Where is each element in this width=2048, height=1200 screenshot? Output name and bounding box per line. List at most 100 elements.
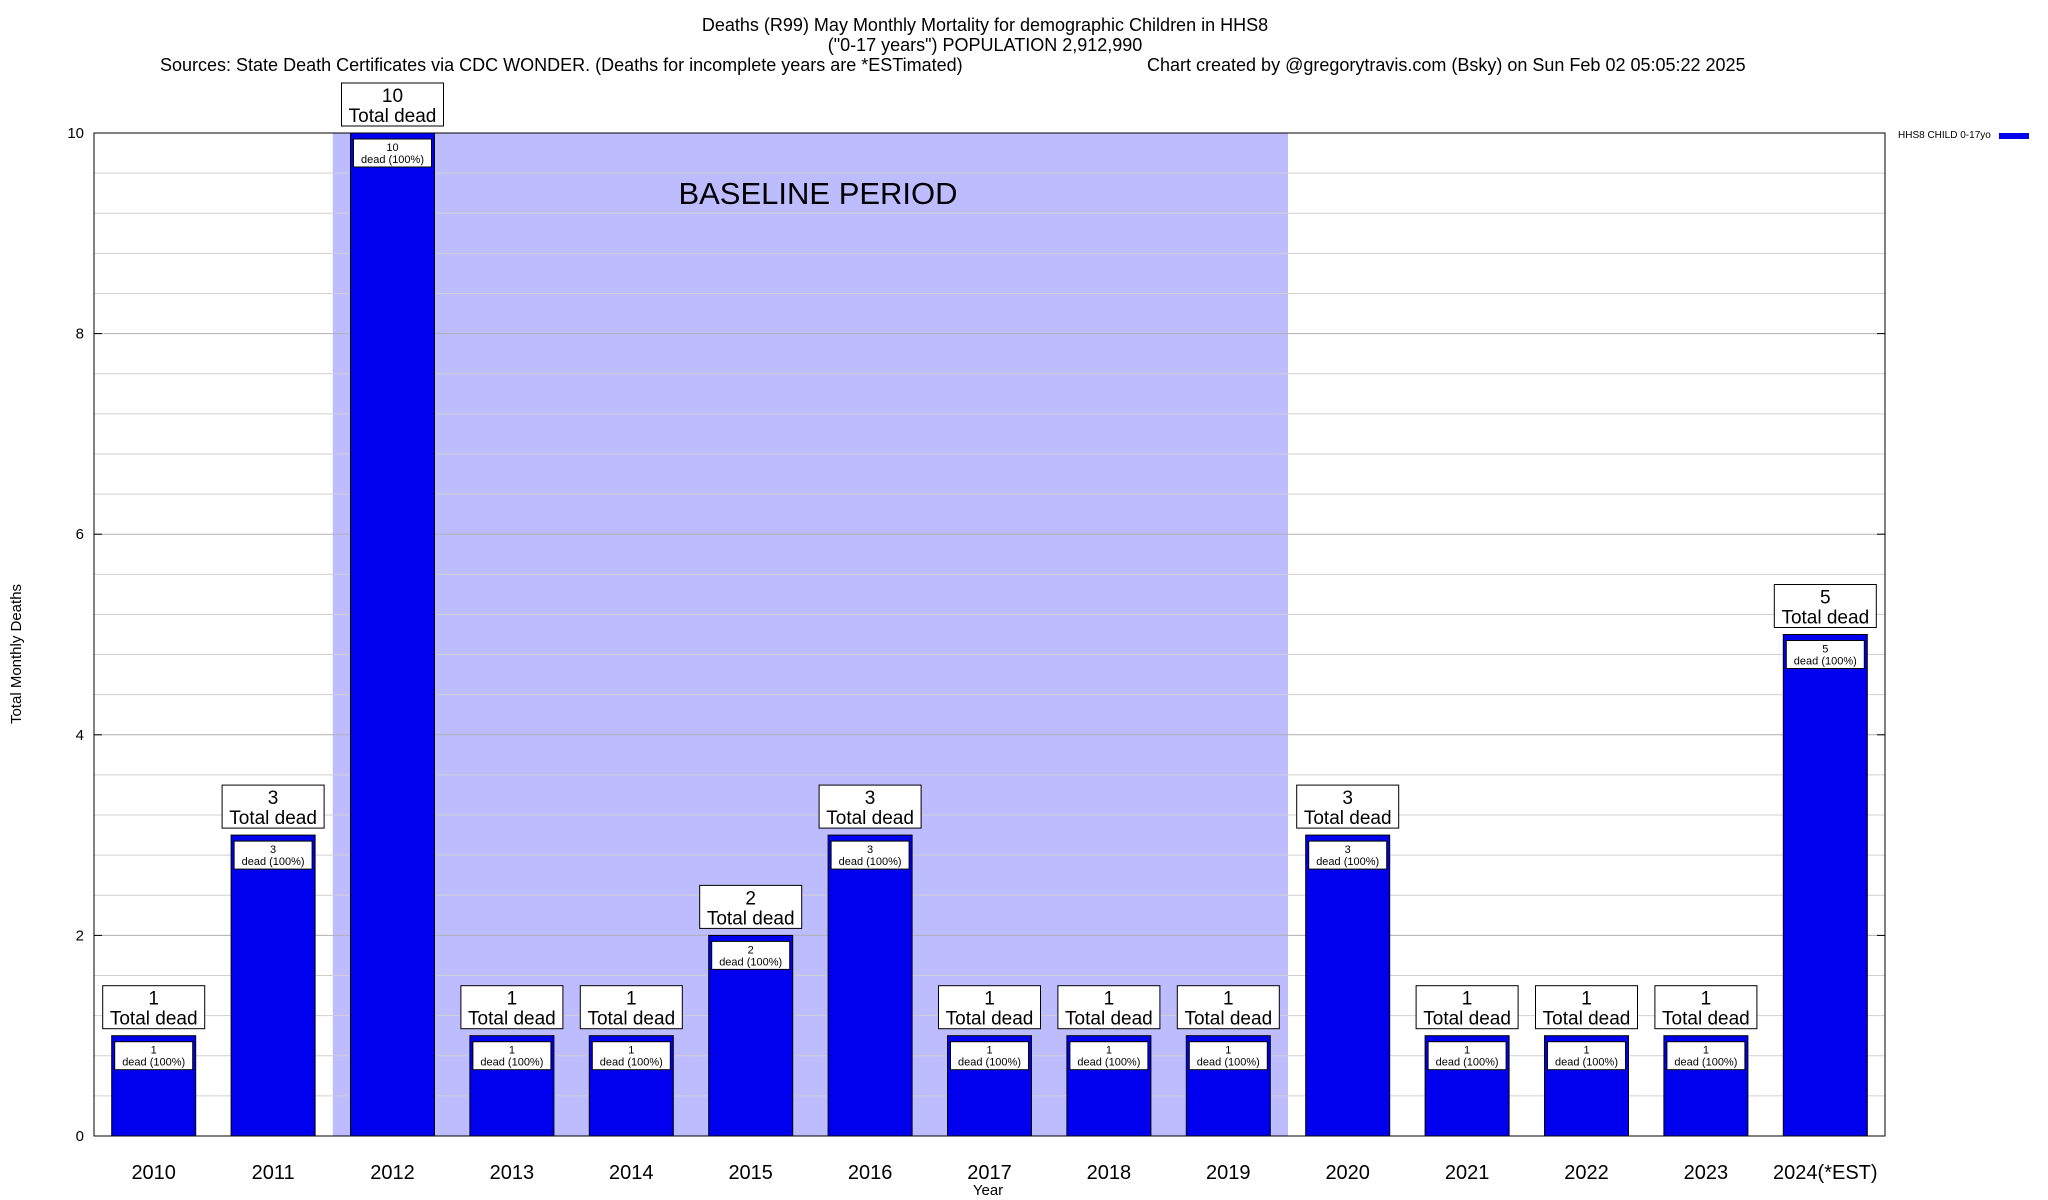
bar-total-value: 1 (148, 989, 159, 1010)
bar-total-label: Total dead (1423, 1009, 1511, 1030)
bar-total-label: Total dead (1184, 1009, 1272, 1030)
chart-sources: Sources: State Death Certificates via CD… (160, 55, 963, 75)
bar-inner-label-box (353, 138, 432, 168)
bar-inner-label-box (711, 940, 791, 970)
bar-inner-value: 1 (1464, 1045, 1470, 1057)
bar-inner-value: 1 (628, 1045, 634, 1057)
bar-total-label: Total dead (946, 1009, 1034, 1030)
bar-total-label-box (1296, 784, 1400, 829)
bar-inner-value: 3 (270, 844, 276, 856)
bar-inner-label: dead (100%) (242, 856, 305, 868)
baseline-period-label: BASELINE PERIOD (678, 176, 957, 211)
bar-inner-label: dead (100%) (1555, 1057, 1618, 1069)
y-tick-label: 10 (67, 125, 84, 142)
bar-inner-value: 3 (867, 844, 873, 856)
bar-total-label-box (1176, 985, 1280, 1030)
baseline-period-shading (332, 133, 1288, 1136)
bar (230, 834, 316, 1137)
bar-total-label-box (938, 985, 1041, 1030)
bar-inner-label: dead (100%) (958, 1057, 1021, 1069)
bar-inner-value: 10 (386, 142, 398, 154)
bar-total-label-box (460, 985, 564, 1030)
bar-total-label: Total dead (349, 106, 437, 127)
bar-inner-label: dead (100%) (1077, 1057, 1140, 1069)
bar-total-label: Total dead (229, 808, 317, 829)
x-tick-label: 2018 (1087, 1162, 1132, 1184)
x-tick-label: 2016 (848, 1162, 893, 1184)
bar-inner-value: 1 (1583, 1045, 1589, 1057)
legend: HHS8 CHILD 0-17yo (1898, 130, 2029, 141)
bar-inner-label-box (1785, 640, 1865, 669)
bar-inner-value: 1 (509, 1045, 515, 1057)
chart-title: Deaths (R99) May Monthly Mortality for d… (702, 15, 1268, 35)
bar-inner-label: dead (100%) (1316, 856, 1379, 868)
bar-inner-label: dead (100%) (1674, 1057, 1737, 1069)
baseline-period-band (332, 133, 1288, 1136)
chart-subtitle: ("0-17 years") POPULATION 2,912,990 (828, 35, 1143, 55)
bar-total-label-box (1535, 985, 1638, 1030)
bar (350, 132, 435, 1137)
bar-total-label-box (1415, 985, 1519, 1030)
bar-total-label-box (341, 82, 444, 127)
x-tick-label: 2011 (252, 1162, 295, 1184)
bar-inner-label: dead (100%) (719, 956, 782, 968)
bar-total-value: 3 (268, 788, 279, 809)
bar-total-value: 1 (1462, 989, 1473, 1010)
bar-inner-value: 5 (1822, 644, 1828, 656)
x-tick-label: 2015 (728, 1162, 773, 1184)
bar-total-label-box (102, 985, 206, 1030)
bar-inner-label-box (1427, 1041, 1507, 1071)
bar-inner-label: dead (100%) (122, 1057, 185, 1069)
x-tick-label: 2021 (1445, 1162, 1490, 1184)
bar-inner-value: 1 (1106, 1045, 1112, 1057)
bar-total-label-box (818, 784, 922, 829)
bar-total-value: 3 (865, 788, 876, 809)
y-tick-label: 6 (76, 526, 84, 543)
bar-total-value: 1 (1104, 989, 1115, 1010)
bar (827, 834, 913, 1137)
bar-total-label-box (1654, 985, 1758, 1030)
x-axis-label: Year (973, 1182, 1003, 1199)
bar-total-value: 1 (626, 989, 637, 1010)
bar-total-value: 2 (745, 888, 756, 909)
y-axis-label: Total Monthly Deaths (8, 584, 25, 724)
bar-inner-value: 1 (151, 1045, 157, 1057)
bar-inner-label: dead (100%) (1794, 656, 1857, 668)
x-tick-label: 2012 (370, 1162, 415, 1184)
x-tick-label: 2023 (1684, 1162, 1729, 1184)
x-tick-label: 2024(*EST) (1773, 1162, 1878, 1184)
bar-total-value: 1 (507, 989, 518, 1010)
bar-total-label: Total dead (468, 1009, 556, 1030)
y-tick-label: 8 (76, 326, 84, 343)
bar-total-label: Total dead (110, 1009, 198, 1030)
bar-total-label: Total dead (707, 908, 795, 929)
bar-total-label-box (1773, 584, 1877, 628)
bar-inner-label-box (591, 1041, 671, 1071)
x-tick-label: 2019 (1206, 1162, 1251, 1184)
axes: 2010 2011 2012 2 0 1 3 2014 2015 2016 2017 2018 2019… (67, 125, 1886, 1184)
bar-inner-label-box (472, 1041, 552, 1071)
bar-inner-label-box (1547, 1041, 1626, 1071)
bar-inner-label-box (1308, 840, 1388, 870)
bar-inner-label: dead (100%) (1197, 1057, 1260, 1069)
bar-inner-label-box (1069, 1041, 1149, 1071)
bar-total-value: 1 (984, 989, 995, 1010)
bar-inner-label-box (233, 840, 313, 870)
bar-inner-value: 2 (748, 944, 754, 956)
bar-inner-label-box (1666, 1041, 1746, 1071)
bar-total-label: Total dead (1304, 808, 1392, 829)
bar-inner-label-box (114, 1041, 194, 1071)
x-tick-label: 2017 (967, 1162, 1012, 1184)
x-tick-label: 2010 (131, 1162, 176, 1184)
bar-inner-value: 1 (986, 1045, 992, 1057)
x-tick-label: 2014 (609, 1162, 654, 1184)
bar-total-label: Total dead (826, 808, 914, 829)
bar-total-label: Total dead (1065, 1009, 1153, 1030)
bar-inner-label-box (830, 840, 910, 870)
bar-total-label: Total dead (1662, 1009, 1750, 1030)
bar-total-label-box (699, 884, 803, 929)
y-tick-label: 0 (76, 1128, 84, 1145)
bar-inner-label: dead (100%) (1436, 1057, 1499, 1069)
bar-total-label-box (579, 985, 683, 1030)
